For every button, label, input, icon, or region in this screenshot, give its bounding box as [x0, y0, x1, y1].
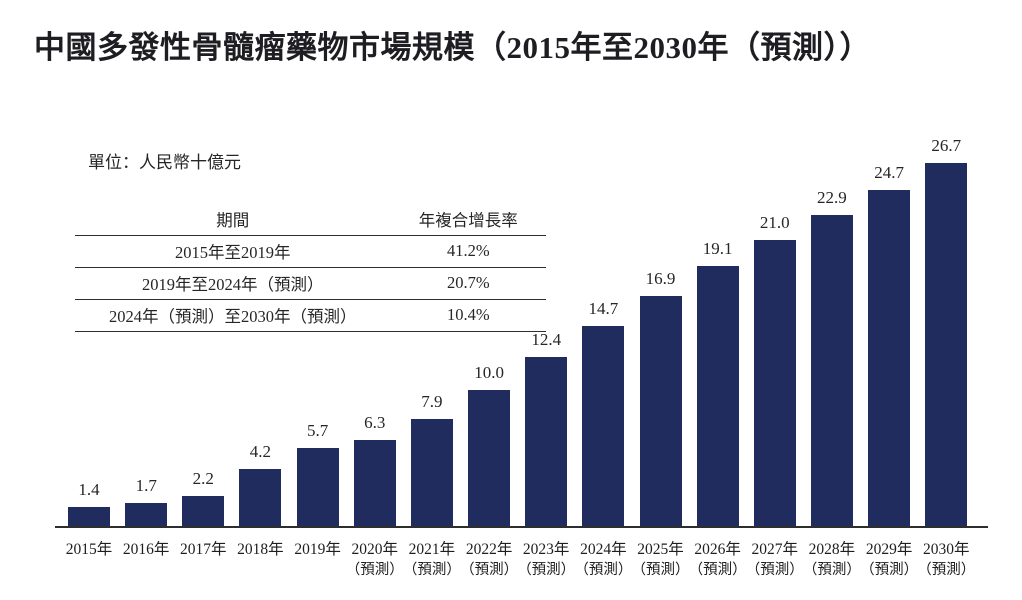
bar-value-label: 14.7 [588, 299, 619, 318]
unit-label: 單位：人民幣十億元 [88, 153, 241, 172]
bar-value-label: 16.9 [645, 269, 676, 288]
x-axis-forecast-label: （預測） [860, 562, 919, 578]
cagr-rate-cell: 10.4% [390, 299, 546, 332]
bar [125, 503, 168, 526]
x-axis-forecast-label: （預測） [631, 562, 690, 578]
cagr-table-header-period: 期間 [75, 204, 391, 236]
bar [753, 240, 796, 526]
x-axis-label: 2018年 [237, 541, 284, 558]
bar [868, 190, 911, 526]
x-axis-forecast-label: （預測） [517, 562, 576, 578]
bar-value-label: 2.2 [192, 469, 214, 488]
bar [525, 357, 568, 526]
bar [810, 215, 853, 526]
x-axis-label: 2028年 [808, 541, 856, 558]
bar-value-label: 7.9 [421, 392, 443, 411]
cagr-table-header-rate: 年複合增長率 [390, 204, 546, 236]
bar [582, 326, 625, 526]
x-axis-label: 2026年 [694, 541, 741, 558]
page-title: 中國多發性骨髓瘤藥物市場規模（2015年至2030年（預測）） [34, 30, 871, 65]
bar [696, 266, 739, 526]
x-axis-label: 2027年 [751, 541, 799, 558]
cagr-rate-cell: 20.7% [390, 267, 546, 300]
bar [353, 440, 396, 526]
bar-value-label: 1.4 [78, 480, 100, 499]
x-axis-forecast-label: （預測） [574, 562, 633, 578]
x-axis-label: 2022年 [465, 541, 513, 558]
bar [182, 496, 225, 526]
x-axis-forecast-label: （預測） [345, 562, 404, 578]
x-axis-forecast-label: （預測） [802, 562, 861, 578]
x-axis-label: 2016年 [122, 541, 170, 558]
x-axis-forecast-label: （預測） [402, 562, 461, 578]
x-axis-forecast-label: （預測） [460, 562, 519, 578]
bar [68, 507, 110, 526]
cagr-period-cell: 2024年（預測）至2030年（預測） [75, 299, 391, 332]
bar [925, 163, 968, 526]
bar-value-label: 10.0 [474, 363, 504, 382]
bar [410, 419, 453, 526]
bar-value-label: 5.7 [306, 421, 329, 440]
x-axis-label: 2019年 [294, 541, 341, 558]
x-axis-label: 2025年 [637, 541, 684, 558]
bar-value-label: 1.7 [135, 476, 157, 495]
x-axis-label: 2017年 [180, 541, 227, 558]
x-axis-label: 2023年 [522, 541, 570, 558]
bar [639, 296, 682, 526]
cagr-period-cell: 2019年至2024年（預測） [75, 267, 391, 300]
x-axis-line [55, 526, 988, 528]
bar [296, 448, 339, 526]
bar-value-label: 6.3 [364, 413, 386, 432]
bar-value-label: 4.2 [249, 442, 272, 461]
x-axis-label: 2020年 [351, 541, 399, 558]
cagr-period-cell: 2015年至2019年 [75, 235, 391, 268]
x-axis-label: 2024年 [580, 541, 627, 558]
bar-value-label: 12.4 [531, 330, 562, 349]
x-axis-label: 2015年 [65, 541, 113, 558]
x-axis-forecast-label: （預測） [917, 562, 976, 578]
bar [468, 390, 511, 526]
x-axis-forecast-label: （預測） [745, 562, 804, 578]
x-axis-label: 2029年 [865, 541, 913, 558]
bar-value-label: 19.1 [702, 239, 733, 258]
cagr-table-row: 2024年（預測）至2030年（預測） 10.4% [75, 299, 546, 332]
cagr-table-row: 2019年至2024年（預測） 20.7% [75, 267, 546, 300]
bar-value-label: 22.9 [817, 188, 847, 207]
x-axis-label: 2021年 [408, 541, 456, 558]
cagr-table-row: 2015年至2019年 41.2% [75, 235, 546, 268]
cagr-table: 期間 年複合增長率 2015年至2019年 41.2% 2019年至2024年（預測… [75, 204, 546, 332]
bar-value-label: 24.7 [874, 163, 904, 182]
x-axis-forecast-label: （預測） [688, 562, 747, 578]
cagr-rate-cell: 41.2% [390, 235, 546, 268]
bar-value-label: 26.7 [931, 136, 962, 155]
bar-value-label: 21.0 [759, 213, 790, 232]
cagr-table-header-row: 期間 年複合增長率 [75, 204, 546, 236]
bar [239, 469, 282, 526]
x-axis-label: 2030年 [923, 541, 970, 558]
